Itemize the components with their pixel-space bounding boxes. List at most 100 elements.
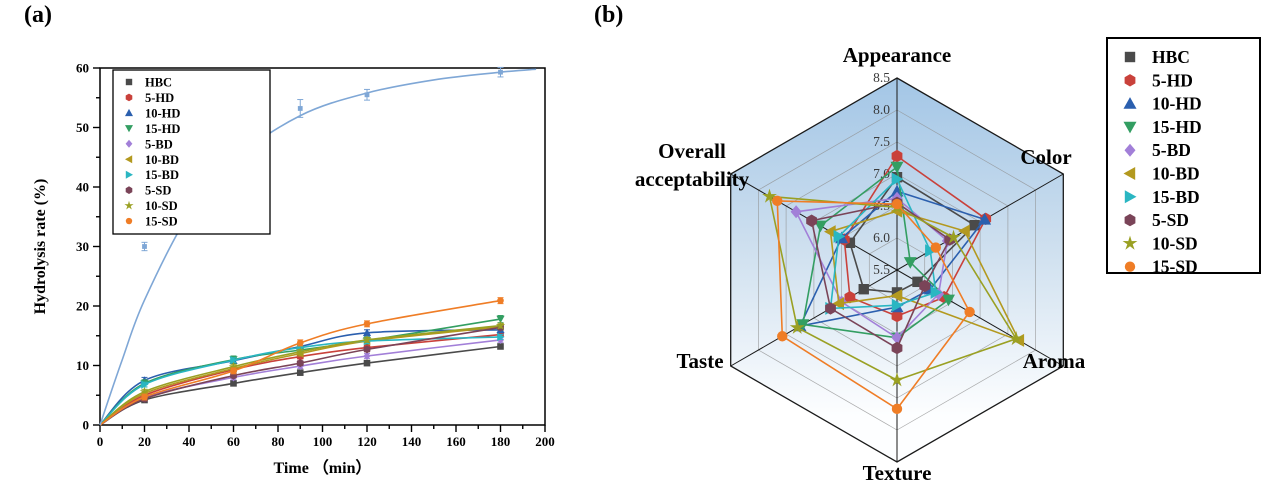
radar-point-10-SD <box>789 319 805 334</box>
legend-item-15-SD: 15-SD <box>1124 257 1198 277</box>
data-point-unlabeled-fit <box>498 69 503 75</box>
data-point-15-SD <box>363 320 371 328</box>
data-point-15-HD <box>496 315 505 324</box>
x-tick-label: 160 <box>446 434 466 449</box>
sensory-radar-chart: 5.56.06.57.07.58.08.5AppearanceColorArom… <box>635 37 1261 485</box>
radar-point-5-SD <box>825 302 836 315</box>
legend-item-5-SD: 5-SD <box>125 184 171 198</box>
legend-label-10-SD: 10-SD <box>145 199 178 213</box>
radar-point-5-SD <box>891 341 903 355</box>
legend-marker-5-BD <box>1124 143 1136 157</box>
legend-marker-15-HD <box>125 125 133 133</box>
data-point-HBC <box>363 359 371 367</box>
legend-marker-15-BD <box>1124 190 1137 204</box>
legend-label-5-SD: 5-SD <box>1152 210 1189 230</box>
radar-point-15-BD <box>833 229 846 243</box>
radar-point-5-HD <box>891 309 903 323</box>
legend-item-HBC: HBC <box>125 76 172 90</box>
legend-item-15-HD: 15-HD <box>125 122 180 136</box>
radar-point-5-BD <box>790 205 802 219</box>
data-point-10-SD <box>295 346 305 356</box>
radar-point-10-BD <box>890 289 903 303</box>
data-point-HBC <box>230 380 237 387</box>
y-tick-label: 30 <box>76 239 89 254</box>
data-point-5-BD <box>363 351 371 361</box>
category-label-taste: Taste <box>676 349 723 373</box>
data-point-15-SD <box>230 367 237 375</box>
legend-marker-10-BD <box>125 155 133 164</box>
data-point-15-BD <box>230 356 238 365</box>
legend-label-10-BD: 10-BD <box>1152 164 1200 184</box>
category-label-color: Color <box>1020 145 1071 169</box>
x-tick-label: 20 <box>138 434 151 449</box>
legend-label-5-BD: 5-BD <box>1152 140 1191 160</box>
legend-marker-5-BD <box>125 139 133 148</box>
legend-item-5-HD: 5-HD <box>1124 70 1193 90</box>
radar-point-15-SD <box>891 403 903 415</box>
radar-point-HBC <box>912 276 923 288</box>
legend-marker-HBC <box>125 78 133 86</box>
data-point-10-SD <box>362 335 372 344</box>
legend-label-15-HD: 15-HD <box>1152 117 1202 137</box>
x-tick-label: 120 <box>357 434 377 449</box>
x-tick-label: 200 <box>535 434 555 449</box>
series-10-SD <box>99 320 506 426</box>
legend-label-15-BD: 15-BD <box>145 168 179 182</box>
radar-point-15-HD <box>796 319 810 331</box>
panel-b-legend: HBC 5-HD 10-HD 15-HD 5-BD 10-BD 15-BD 5-SD 10-SD… <box>1106 37 1261 277</box>
legend-item-5-SD: 5-SD <box>1124 210 1189 230</box>
legend-marker-15-SD <box>125 217 133 225</box>
legend-marker-5-HD <box>125 93 133 102</box>
y-tick-label: 0 <box>83 418 90 433</box>
legend-item-10-BD: 10-BD <box>125 153 179 167</box>
data-point-15-BD <box>141 380 149 389</box>
hydrolysis-line-chart: 0 10 20 30 40 50 60 0 20 40 60 80 100 120 140 160 180 200… <box>32 61 555 478</box>
radial-tick-label: 7.0 <box>873 166 890 181</box>
legend-marker-10-BD <box>1123 167 1136 180</box>
x-tick-label: 180 <box>491 434 511 449</box>
radar-point-15-HD <box>903 257 917 269</box>
legend-label-HBC: HBC <box>1152 47 1190 67</box>
radar-point-15-HD <box>890 161 904 174</box>
x-axis-title: Time （min） <box>274 459 372 477</box>
legend-marker-15-SD <box>1124 261 1136 272</box>
data-point-HBC <box>497 343 504 350</box>
radar-series-15-SD <box>772 195 975 415</box>
radar-point-10-BD <box>832 297 844 311</box>
data-point-5-SD <box>296 359 304 368</box>
data-point-unlabeled-fit <box>297 106 303 111</box>
category-label-texture: Texture <box>863 461 932 485</box>
legend-label-10-BD: 10-BD <box>145 153 179 167</box>
radar-point-10-SD <box>762 188 777 203</box>
x-tick-label: 60 <box>227 434 240 449</box>
y-tick-label: 10 <box>76 358 89 373</box>
radar-point-5-SD <box>806 214 817 227</box>
panel-a-label: (a) <box>24 2 52 28</box>
data-point-15-SD <box>497 297 504 304</box>
x-tick-label: 140 <box>402 434 422 449</box>
legend-item-10-SD: 10-SD <box>124 199 178 213</box>
legend-label-5-SD: 5-SD <box>145 184 171 198</box>
radar-point-10-BD <box>824 225 836 239</box>
y-tick-label: 60 <box>76 61 89 76</box>
legend-item-10-HD: 10-HD <box>1123 94 1202 114</box>
legend-item-5-HD: 5-HD <box>125 91 174 105</box>
data-point-unlabeled-fit <box>364 92 370 98</box>
radar-point-15-BD <box>930 285 943 299</box>
radial-tick-label: 5.5 <box>873 262 890 277</box>
legend-marker-5-SD <box>125 186 133 194</box>
data-point-5-BD <box>497 335 504 344</box>
y-tick-label: 50 <box>76 120 89 135</box>
legend-box <box>112 69 271 235</box>
legend-marker-10-HD <box>1123 97 1137 109</box>
category-label-overall-2: acceptability <box>635 167 750 191</box>
legend-label-10-HD: 10-HD <box>145 106 180 120</box>
radar-point-10-HD <box>978 212 992 225</box>
radar-point-15-SD <box>772 195 783 207</box>
radar-point-HBC <box>969 220 980 231</box>
panel-b-label: (b) <box>594 2 624 28</box>
radar-point-10-BD <box>958 224 970 238</box>
legend-label-HBC: HBC <box>145 76 172 90</box>
